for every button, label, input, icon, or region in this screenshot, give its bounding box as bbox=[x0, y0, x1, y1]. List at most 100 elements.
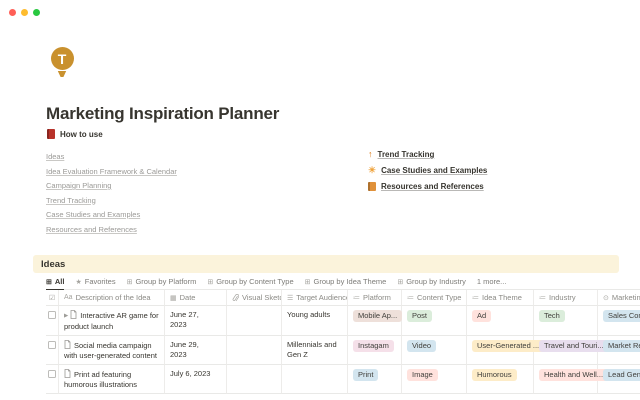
link-campaign-planning[interactable]: Campaign Planning bbox=[46, 181, 112, 190]
row-select-cell[interactable] bbox=[46, 365, 59, 394]
calendar-icon: ▦ bbox=[170, 294, 177, 302]
tab-label: All bbox=[54, 277, 65, 286]
tag: Instagam bbox=[353, 340, 394, 352]
cell-marketing[interactable]: Market Res bbox=[598, 336, 640, 365]
table-row: ▶ Interactive AR game for product launch … bbox=[46, 306, 640, 336]
link-case-studies-bold[interactable]: ☀ Case Studies and Examples bbox=[368, 165, 487, 176]
row-checkbox[interactable] bbox=[48, 341, 56, 349]
row-checkbox[interactable] bbox=[48, 370, 56, 378]
cell-visual-sketch[interactable] bbox=[227, 336, 282, 365]
column-header-industry[interactable]: ≔ Industry bbox=[534, 290, 598, 306]
lightbulb-circle: T bbox=[50, 47, 74, 70]
how-to-use-link[interactable]: How to use bbox=[47, 129, 103, 139]
link-resources[interactable]: Resources and References bbox=[46, 224, 137, 234]
tab-label: Group by Industry bbox=[406, 277, 466, 286]
date-text: June 27, 2023 bbox=[170, 310, 199, 329]
tag: Health and Well... bbox=[539, 369, 609, 381]
cell-content-type[interactable]: Image bbox=[402, 365, 467, 394]
tag: Lead Gener bbox=[603, 369, 640, 381]
page-lightbulb-icon[interactable]: T bbox=[49, 47, 75, 77]
cell-description[interactable]: Social media campaign with user-generate… bbox=[59, 336, 165, 365]
orange-book-icon bbox=[368, 182, 376, 191]
tag: Mobile Ap... bbox=[353, 310, 403, 322]
cell-industry[interactable]: Health and Well... bbox=[534, 365, 609, 394]
cell-date[interactable]: June 29, 2023 bbox=[165, 336, 227, 365]
cell-target-audience[interactable]: Millennials and Gen Z bbox=[282, 336, 348, 365]
description-text: Print ad featuring humorous illustration… bbox=[64, 370, 137, 389]
table-row: Print ad featuring humorous illustration… bbox=[46, 365, 640, 394]
column-header-visual-sketch[interactable]: Visual Sketch bbox=[227, 290, 282, 306]
cell-marketing[interactable]: Sales Conv bbox=[598, 306, 640, 336]
expand-toggle-icon[interactable]: ▶ bbox=[64, 313, 69, 319]
attachment-icon bbox=[232, 293, 239, 301]
tab-favorites[interactable]: ★ Favorites bbox=[75, 277, 115, 289]
column-label: Platform bbox=[363, 293, 391, 302]
link-case-studies[interactable]: Case Studies and Examples bbox=[46, 210, 141, 219]
cell-description[interactable]: ▶ Interactive AR game for product launch bbox=[59, 306, 165, 336]
link-label: Resources and References bbox=[381, 182, 484, 191]
column-header-checkbox[interactable]: ☑ bbox=[46, 290, 59, 306]
cell-date[interactable]: July 6, 2023 bbox=[165, 365, 227, 394]
link-label: Trend Tracking bbox=[377, 150, 435, 159]
column-header-description[interactable]: Aa Description of the Idea bbox=[59, 290, 165, 306]
tab-group-by-platform[interactable]: ⊞ Group by Platform bbox=[127, 277, 197, 289]
cell-description[interactable]: Print ad featuring humorous illustration… bbox=[59, 365, 165, 394]
cell-content-type[interactable]: Video bbox=[402, 336, 467, 365]
cell-idea-theme[interactable]: Humorous bbox=[467, 365, 534, 394]
tab-group-by-industry[interactable]: ⊞ Group by Industry bbox=[397, 277, 466, 289]
cell-idea-theme[interactable]: User-Generated ... bbox=[467, 336, 545, 365]
row-checkbox[interactable] bbox=[48, 311, 56, 319]
row-select-cell[interactable] bbox=[46, 306, 59, 336]
select-property-icon: ≔ bbox=[407, 294, 414, 302]
link-resources-bold[interactable]: Resources and References bbox=[368, 182, 487, 191]
tab-label: Group by Platform bbox=[135, 277, 197, 286]
minimize-window-button[interactable] bbox=[21, 9, 28, 16]
tab-group-by-idea-theme[interactable]: ⊞ Group by Idea Theme bbox=[305, 277, 387, 289]
cell-platform[interactable]: Mobile Ap... bbox=[348, 306, 403, 336]
table-view-icon: ⊞ bbox=[207, 278, 214, 286]
tag: Image bbox=[407, 369, 438, 381]
page-title: Marketing Inspiration Planner bbox=[46, 104, 280, 123]
column-header-platform[interactable]: ≔ Platform bbox=[348, 290, 402, 306]
cell-industry[interactable]: Travel and Touri... bbox=[534, 336, 609, 365]
cell-idea-theme[interactable]: Ad bbox=[467, 306, 534, 336]
column-label: Content Type bbox=[417, 293, 462, 302]
cell-industry[interactable]: Tech bbox=[534, 306, 598, 336]
sun-icon: ☀ bbox=[368, 165, 377, 175]
link-trend-tracking-bold[interactable]: ↑ Trend Tracking bbox=[368, 150, 487, 160]
description-text: Social media campaign with user-generate… bbox=[64, 341, 157, 360]
column-label: Visual Sketch bbox=[242, 293, 281, 302]
tab-all[interactable]: ⊞ All bbox=[46, 277, 65, 290]
column-header-date[interactable]: ▦ Date bbox=[165, 290, 227, 306]
tab-group-by-content-type[interactable]: ⊞ Group by Content Type bbox=[207, 277, 293, 289]
table-view-icon: ⊞ bbox=[304, 278, 311, 286]
column-header-content-type[interactable]: ≔ Content Type bbox=[402, 290, 467, 306]
cell-visual-sketch[interactable] bbox=[227, 306, 282, 336]
cell-platform[interactable]: Instagam bbox=[348, 336, 402, 365]
checkbox-icon: ☑ bbox=[48, 294, 56, 302]
more-views-button[interactable]: 1 more... bbox=[476, 277, 507, 286]
link-trend-tracking[interactable]: Trend Tracking bbox=[46, 195, 96, 205]
cell-content-type[interactable]: Post bbox=[402, 306, 467, 336]
cell-target-audience[interactable] bbox=[282, 365, 348, 394]
tab-label: Group by Content Type bbox=[216, 277, 294, 286]
row-select-cell[interactable] bbox=[46, 336, 59, 365]
cell-marketing[interactable]: Lead Gener bbox=[598, 365, 640, 394]
column-header-target-audience[interactable]: ☰ Target Audience bbox=[282, 290, 348, 306]
cell-date[interactable]: June 27, 2023 bbox=[165, 306, 227, 336]
page-links-left: Ideas Idea Evaluation Framework & Calend… bbox=[46, 152, 177, 234]
column-header-marketing[interactable]: ⊙ Marketing bbox=[598, 290, 640, 306]
link-ideas[interactable]: Ideas bbox=[46, 152, 65, 161]
link-idea-evaluation[interactable]: Idea Evaluation Framework & Calendar bbox=[46, 166, 177, 176]
cell-target-audience[interactable]: Young adults bbox=[282, 306, 348, 336]
select-property-icon: ≔ bbox=[472, 294, 479, 302]
select-property-icon: ≔ bbox=[539, 294, 546, 302]
date-text: June 29, 2023 bbox=[170, 340, 199, 359]
zoom-window-button[interactable] bbox=[33, 9, 40, 16]
column-header-idea-theme[interactable]: ≔ Idea Theme bbox=[467, 290, 534, 306]
cell-visual-sketch[interactable] bbox=[227, 365, 282, 394]
close-window-button[interactable] bbox=[9, 9, 16, 16]
tag: Humorous bbox=[472, 369, 517, 381]
column-label: Description of the Idea bbox=[75, 293, 151, 302]
cell-platform[interactable]: Print bbox=[348, 365, 402, 394]
